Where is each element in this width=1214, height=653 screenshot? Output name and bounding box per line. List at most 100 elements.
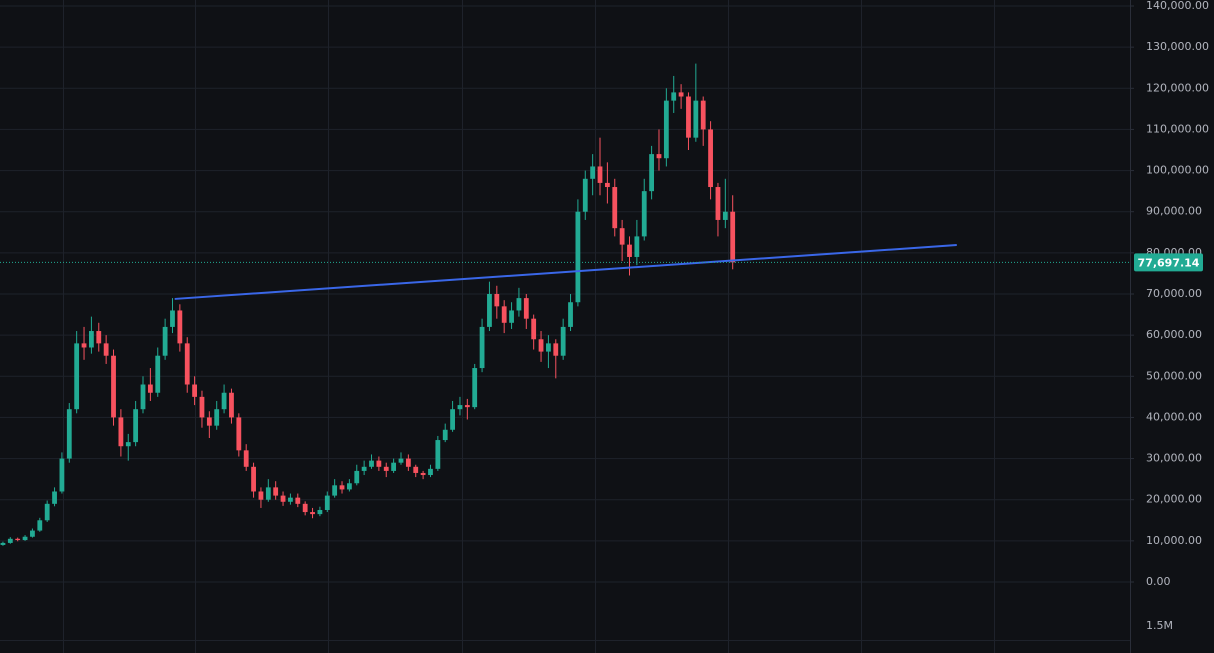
candle-body [37,520,43,531]
candle-body [509,310,514,323]
candle-body [44,503,50,521]
candle-body [251,466,256,492]
y-tick-label: 50,000.00 [1146,369,1202,382]
candle-body [590,166,596,179]
y-tick-label: 70,000.00 [1146,287,1202,300]
candle-body [516,298,522,311]
candle-body [118,417,124,447]
candle-body [383,466,389,471]
candle-body [619,228,625,245]
y-tick-label: 0.00 [1146,575,1171,588]
candle-body [30,530,35,537]
candle-body [531,318,537,340]
candle-body [715,187,721,220]
y-tick-label: 30,000.00 [1146,452,1202,465]
candle-body [472,368,478,408]
candle-body [199,396,205,418]
candle-body [671,92,677,101]
candle-body [538,339,544,352]
candle-body [243,450,249,467]
candle-body [479,326,485,369]
candle-body [634,236,640,257]
candle-body [641,191,647,237]
y-tick-label: 110,000.00 [1146,122,1209,135]
candle-body [273,487,279,496]
candle-body [192,384,197,397]
candle-body [413,466,419,473]
candle-body [89,331,94,348]
candle-body [96,331,102,344]
candle-body [464,405,470,408]
candle-body [612,187,618,229]
candle-body [693,100,699,138]
candle-body [730,211,736,263]
candle-body [450,409,455,430]
candle-body [302,503,308,513]
candle-body [162,326,168,356]
candle-body [346,483,352,490]
candle-body [501,306,507,323]
candle-body [494,294,500,307]
candle-body [133,409,139,443]
candle-body [457,405,463,410]
candle-body [229,392,234,418]
candle-body [7,538,13,543]
candle-body [428,468,433,476]
candle-body [700,100,706,130]
candle-body [332,485,338,496]
y-tick-label: 140,000.00 [1146,0,1209,12]
trend-line [174,244,957,300]
candle-body [59,458,65,492]
candle-body [15,538,21,541]
candle-body [354,470,360,484]
candle-body [708,129,713,188]
candle-body [236,417,242,451]
candle-body [435,440,441,469]
candle-body [221,392,227,410]
candle-body [258,491,264,500]
candle-body [369,460,374,467]
candle-body [420,472,426,476]
candle-body [627,244,632,257]
candle-body [103,343,109,356]
candle-body [560,326,566,356]
y-tick-label: 60,000.00 [1146,328,1202,341]
candle-body [295,497,301,504]
y-tick-label: 120,000.00 [1146,81,1209,94]
volume-tick-label: 1.5M [1146,619,1173,632]
candle-body [324,495,330,510]
y-tick-label: 40,000.00 [1146,410,1202,423]
y-tick-label: 130,000.00 [1146,40,1209,53]
candle-body [310,512,315,515]
candle-body [288,497,293,502]
candle-body [553,343,559,356]
candle-body [649,154,655,192]
candle-body [604,182,610,188]
candle-body [214,409,220,426]
candle-body [317,510,323,515]
candle-body [523,298,529,319]
y-tick-label: 10,000.00 [1146,534,1202,547]
candle-body [582,178,588,212]
candle-body [52,491,57,504]
candle-body [656,154,662,159]
y-tick-label: 100,000.00 [1146,164,1209,177]
candle-body [405,458,411,467]
candle-body [177,310,183,344]
y-tick-label: 90,000.00 [1146,205,1202,218]
candle-body [722,211,728,220]
candle-body [568,302,573,327]
candle-body [81,343,87,348]
last-price-box [1134,253,1203,272]
candle-body [442,429,448,441]
candle-body [339,485,345,490]
candle-body [147,384,153,393]
y-tick-label: 20,000.00 [1146,493,1202,506]
candle-body [663,100,669,159]
candle-body [111,355,116,418]
candle-body [74,343,80,410]
candle-body [125,442,131,447]
